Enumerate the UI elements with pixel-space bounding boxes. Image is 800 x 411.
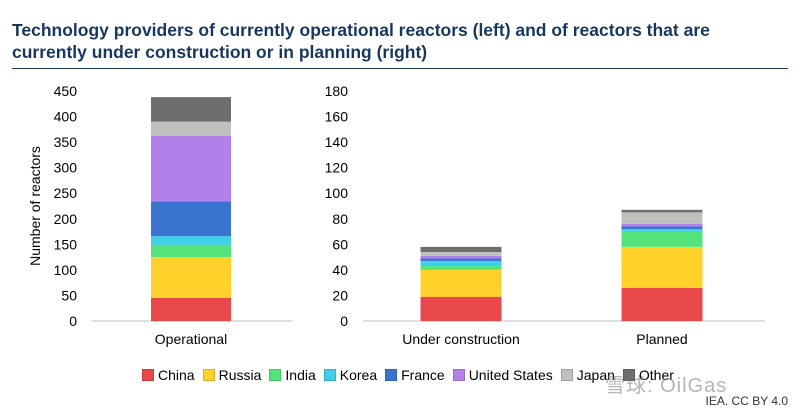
bar-segment-korea [151, 236, 231, 245]
bar-segment-japan [420, 252, 502, 256]
x-category-label: Operational [155, 331, 227, 347]
x-category-label: Under construction [402, 331, 520, 347]
legend-item-other: Other [622, 367, 674, 383]
legend-label: Korea [339, 367, 378, 383]
bar-segment-india [621, 231, 703, 247]
bar-segment-other [151, 97, 231, 122]
bar-segment-russia [151, 257, 231, 298]
legend-label: China [158, 367, 195, 383]
y-tick-label: 100 [325, 185, 349, 201]
bar-segment-korea [420, 260, 502, 267]
bar-segment-china [420, 296, 502, 321]
y-tick-label: 140 [325, 134, 349, 150]
bar-segment-china [151, 298, 231, 321]
bar-segment-korea [621, 229, 703, 232]
y-tick-label: 300 [54, 160, 78, 176]
bar-segment-russia [621, 246, 703, 288]
y-tick-label: 180 [325, 83, 349, 99]
bar-segment-japan [151, 121, 231, 136]
y-tick-label: 250 [54, 185, 78, 201]
legend-label: India [285, 367, 316, 383]
bar-segment-france [420, 258, 502, 261]
legend-swatch [142, 369, 154, 381]
bar-segment-china [621, 287, 703, 321]
bar-segment-united-states [621, 223, 703, 227]
watermark: 雪球: OilGas [605, 375, 728, 397]
legend-label: France [401, 367, 445, 383]
y-axis-label: Number of reactors [27, 146, 43, 266]
y-tick-label: 200 [54, 211, 78, 227]
credit-text: IEA. CC BY 4.0 [705, 394, 788, 408]
y-tick-label: 450 [54, 83, 78, 99]
y-tick-label: 80 [332, 211, 348, 227]
y-tick-label: 120 [325, 160, 349, 176]
chart-title-line-2: currently under construction or in plann… [12, 42, 428, 62]
legend-swatch [323, 369, 336, 381]
legend-label: Japan [576, 367, 615, 383]
legend-item-korea: Korea [323, 367, 378, 383]
bar-segment-other [621, 209, 703, 213]
legend-label: United States [468, 367, 553, 383]
legend-swatch [452, 369, 465, 381]
legend-swatch [202, 369, 215, 381]
y-tick-label: 150 [54, 236, 78, 252]
y-tick-label: 60 [332, 236, 348, 252]
y-tick-label: 0 [340, 313, 348, 329]
title-rule [12, 68, 788, 69]
legend-item-india: India [269, 367, 316, 383]
bar-segment-other [420, 246, 502, 252]
y-tick-label: 40 [332, 262, 348, 278]
bar-segment-united-states [151, 135, 231, 202]
legend-swatch [385, 369, 398, 381]
legend-label: Other [638, 367, 674, 383]
legend-item-france: France [385, 367, 445, 383]
legend-swatch [622, 369, 635, 381]
y-tick-label: 400 [54, 109, 78, 125]
legend-item-united-states: United States [452, 367, 553, 383]
legend: China Russia India Korea France United States… [142, 367, 682, 383]
bar-segment-russia [420, 269, 502, 297]
bar-segment-france [621, 226, 703, 229]
y-tick-label: 350 [54, 134, 78, 150]
legend-swatch [269, 369, 282, 381]
legend-item-russia: Russia [202, 367, 262, 383]
bar-segment-japan [621, 212, 703, 224]
bar-segment-india [151, 244, 231, 258]
chart-title-line-1: Technology providers of currently operat… [12, 20, 710, 40]
y-tick-label: 100 [54, 262, 78, 278]
bar-segment-united-states [420, 255, 502, 259]
y-tick-label: 160 [325, 109, 349, 125]
bar-segment-france [151, 201, 231, 237]
y-tick-label: 50 [61, 287, 77, 303]
legend-label: Russia [218, 367, 262, 383]
legend-item-japan: Japan [560, 367, 615, 383]
x-category-label: Planned [636, 331, 687, 347]
bar-segment-india [420, 266, 502, 270]
legend-item-china: China [142, 367, 195, 383]
y-tick-label: 20 [332, 287, 348, 303]
legend-swatch [560, 369, 573, 381]
y-tick-label: 0 [69, 313, 77, 329]
